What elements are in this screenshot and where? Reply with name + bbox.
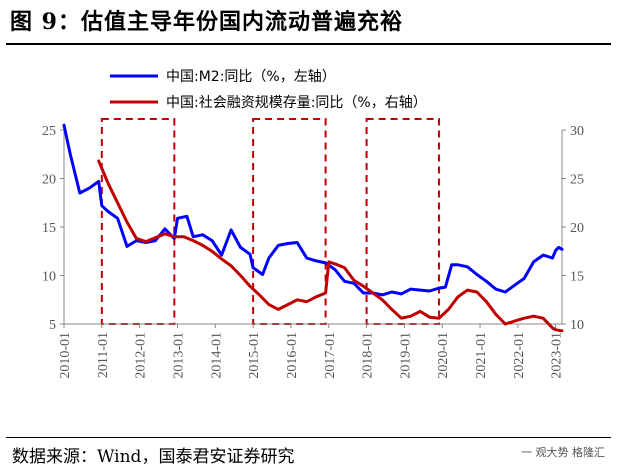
- highlight-period-box: [100, 118, 176, 325]
- y-right-tick-label: 15: [570, 270, 584, 285]
- legend-label: 中国:社会融资规模存量:同比（%，右轴）: [166, 95, 427, 111]
- watermark-logo: 一 观大势 格隆汇: [521, 446, 605, 459]
- x-tick-label: 2023-01: [550, 332, 565, 379]
- y-left-tick-label: 5: [49, 318, 56, 333]
- legend-label: 中国:M2:同比（%，左轴）: [166, 69, 336, 85]
- chart-axes: 5 10 15 20 25 10 15 20 25 30 2010-01 2011-01 2012-01…: [42, 124, 584, 379]
- x-tick-label: 2021-01: [474, 332, 489, 379]
- x-tick-label: 2022-01: [512, 332, 527, 379]
- x-tick-label: 2017-01: [323, 332, 338, 379]
- y-left-tick-label: 25: [42, 124, 56, 139]
- legend: 中国:M2:同比（%，左轴） 中国:社会融资规模存量:同比（%，右轴）: [110, 69, 427, 111]
- x-tick-label: 2010-01: [58, 332, 73, 379]
- series-line-m2: [62, 123, 564, 297]
- x-tick-label: 2020-01: [436, 332, 451, 379]
- x-tick-label: 2015-01: [247, 332, 262, 379]
- x-tick-label: 2018-01: [361, 332, 376, 379]
- x-tick-label: 2012-01: [134, 332, 149, 379]
- y-right-tick-label: 30: [570, 124, 584, 139]
- x-tick-label: 2014-01: [209, 332, 224, 379]
- x-tick-label: 2019-01: [398, 332, 413, 379]
- y-left-tick-label: 20: [42, 173, 56, 188]
- y-right-tick-label: 20: [570, 221, 584, 236]
- title-rule: [6, 43, 611, 45]
- y-right-tick-label: 10: [570, 318, 584, 333]
- y-right-tick-label: 25: [570, 173, 584, 188]
- y-left-tick-label: 15: [42, 221, 56, 236]
- x-tick-label: 2016-01: [285, 332, 300, 379]
- highlight-period-box: [252, 118, 327, 325]
- x-tick-label: 2013-01: [171, 332, 186, 379]
- source-rule: [6, 437, 611, 438]
- figure-title: 图 9：估值主导年份国内流动普遍充裕: [10, 9, 403, 35]
- series-lines: [62, 123, 564, 333]
- source-note: 数据来源：Wind，国泰君安证券研究: [12, 447, 295, 467]
- series-line-social-financing: [97, 159, 564, 333]
- y-left-tick-label: 10: [42, 270, 56, 285]
- x-tick-label: 2011-01: [96, 332, 111, 378]
